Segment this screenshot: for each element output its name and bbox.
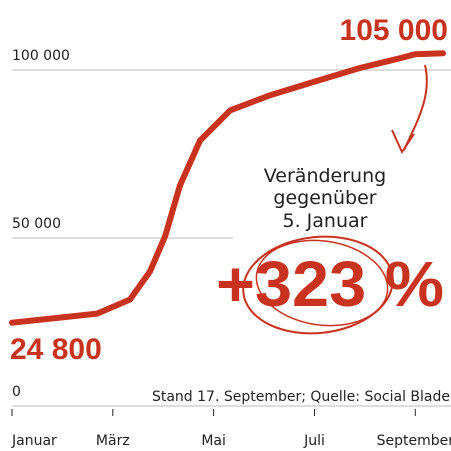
change-text: gegenüber (273, 187, 376, 209)
change-text: 5. Januar (283, 210, 368, 232)
x-tick-label: September (377, 433, 451, 449)
change-value: +323 % (216, 248, 444, 320)
scribble (242, 235, 394, 335)
scribble (255, 239, 389, 327)
change-text: Veränderung (264, 165, 386, 187)
start-label: 24 800 (10, 333, 102, 366)
x-tick-label: Juli (303, 433, 325, 449)
source: Stand 17. September; Quelle: Social Blad… (152, 389, 450, 405)
y-tick-label: 100 000 (12, 48, 70, 64)
x-tick-label: Januar (11, 433, 57, 449)
arrow-head (391, 129, 415, 155)
line (9, 50, 446, 326)
y-tick-label: 50 000 (12, 216, 61, 232)
y-tick-label: 0 (12, 384, 21, 400)
x-tick-label: Mai (201, 433, 226, 449)
x-tick-label: März (96, 433, 130, 449)
end-label: 105 000 (340, 14, 448, 47)
arrow (403, 64, 428, 151)
